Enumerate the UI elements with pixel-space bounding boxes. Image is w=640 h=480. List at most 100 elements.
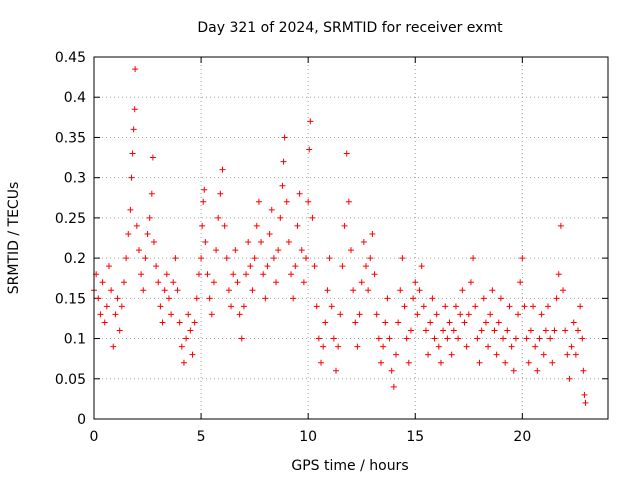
data-point-marker [399, 255, 406, 262]
data-point-marker [328, 303, 335, 310]
data-point-marker [512, 335, 519, 342]
data-point-marker [485, 343, 492, 350]
data-point-marker [470, 255, 477, 262]
data-point-marker [538, 311, 545, 318]
data-point-marker [187, 327, 194, 334]
data-point-marker [572, 351, 579, 358]
data-point-marker [343, 150, 350, 157]
data-point-marker [360, 239, 367, 246]
data-point-marker [489, 287, 496, 294]
data-point-marker [549, 359, 556, 366]
data-point-marker [114, 295, 121, 302]
data-point-marker [369, 230, 376, 237]
data-point-marker [318, 359, 325, 366]
data-point-marker [326, 255, 333, 262]
data-point-marker [198, 255, 205, 262]
data-point-marker [390, 383, 397, 390]
data-point-marker [273, 279, 280, 286]
data-points [91, 66, 589, 406]
data-point-marker [545, 303, 552, 310]
data-point-marker [217, 190, 224, 197]
data-point-marker [457, 311, 464, 318]
data-point-marker [290, 295, 297, 302]
data-point-marker [504, 327, 511, 334]
data-point-marker [362, 263, 369, 270]
data-point-marker [510, 367, 517, 374]
data-point-marker [542, 327, 549, 334]
data-point-marker [322, 319, 329, 326]
data-point-marker [120, 279, 127, 286]
data-point-marker [581, 391, 588, 398]
data-point-marker [176, 319, 183, 326]
data-point-marker [429, 295, 436, 302]
data-point-marker [288, 271, 295, 278]
data-point-marker [444, 335, 451, 342]
data-point-marker [506, 303, 513, 310]
data-point-marker [502, 359, 509, 366]
data-point-marker [560, 287, 567, 294]
data-point-marker [315, 335, 322, 342]
data-point-marker [133, 222, 140, 229]
data-point-marker [306, 146, 313, 153]
data-point-marker [159, 319, 166, 326]
data-point-marker [307, 118, 314, 125]
data-point-marker [243, 271, 250, 278]
data-point-marker [500, 335, 507, 342]
data-point-marker [283, 198, 290, 205]
data-point-marker [180, 359, 187, 366]
data-point-marker [463, 343, 470, 350]
data-point-marker [249, 287, 256, 294]
data-point-marker [155, 279, 162, 286]
data-point-marker [296, 190, 303, 197]
data-point-marker [118, 303, 125, 310]
data-point-marker [480, 295, 487, 302]
data-point-marker [482, 319, 489, 326]
data-point-marker [425, 351, 432, 358]
data-point-marker [189, 351, 196, 358]
data-point-marker [238, 335, 245, 342]
data-point-marker [403, 335, 410, 342]
data-point-marker [130, 126, 137, 133]
data-point-marker [303, 255, 310, 262]
data-point-marker [172, 255, 179, 262]
data-point-marker [183, 335, 190, 342]
data-point-marker [204, 271, 211, 278]
data-point-marker [201, 186, 208, 193]
data-point-marker [440, 327, 447, 334]
data-point-marker [200, 198, 207, 205]
data-point-marker [416, 287, 423, 294]
data-point-marker [101, 319, 108, 326]
data-point-marker [384, 295, 391, 302]
data-point-marker [170, 279, 177, 286]
data-point-marker [493, 351, 500, 358]
data-point-marker [521, 303, 528, 310]
data-point-marker [140, 287, 147, 294]
data-point-marker [495, 319, 502, 326]
data-point-marker [210, 279, 217, 286]
data-point-marker [455, 335, 462, 342]
data-point-marker [442, 303, 449, 310]
data-point-marker [437, 359, 444, 366]
data-point-marker [333, 367, 340, 374]
data-point-marker [245, 239, 252, 246]
data-point-marker [193, 295, 200, 302]
data-point-marker [292, 263, 299, 270]
chart-title: Day 321 of 2024, SRMTID for receiver exm… [197, 20, 503, 36]
data-point-marker [281, 134, 288, 141]
x-tick-label: 20 [513, 429, 531, 445]
data-point-marker [191, 319, 198, 326]
data-point-marker [247, 263, 254, 270]
data-point-marker [219, 166, 226, 173]
data-point-marker [270, 255, 277, 262]
data-point-marker [478, 327, 485, 334]
data-point-marker [375, 335, 382, 342]
data-point-marker [386, 335, 393, 342]
y-tick-label: 0.1 [64, 332, 86, 348]
y-tick-label: 0 [77, 412, 86, 428]
data-point-marker [208, 311, 215, 318]
data-point-marker [240, 303, 247, 310]
data-point-marker [356, 311, 363, 318]
data-point-marker [251, 255, 258, 262]
data-point-marker [566, 375, 573, 382]
data-point-marker [352, 319, 359, 326]
